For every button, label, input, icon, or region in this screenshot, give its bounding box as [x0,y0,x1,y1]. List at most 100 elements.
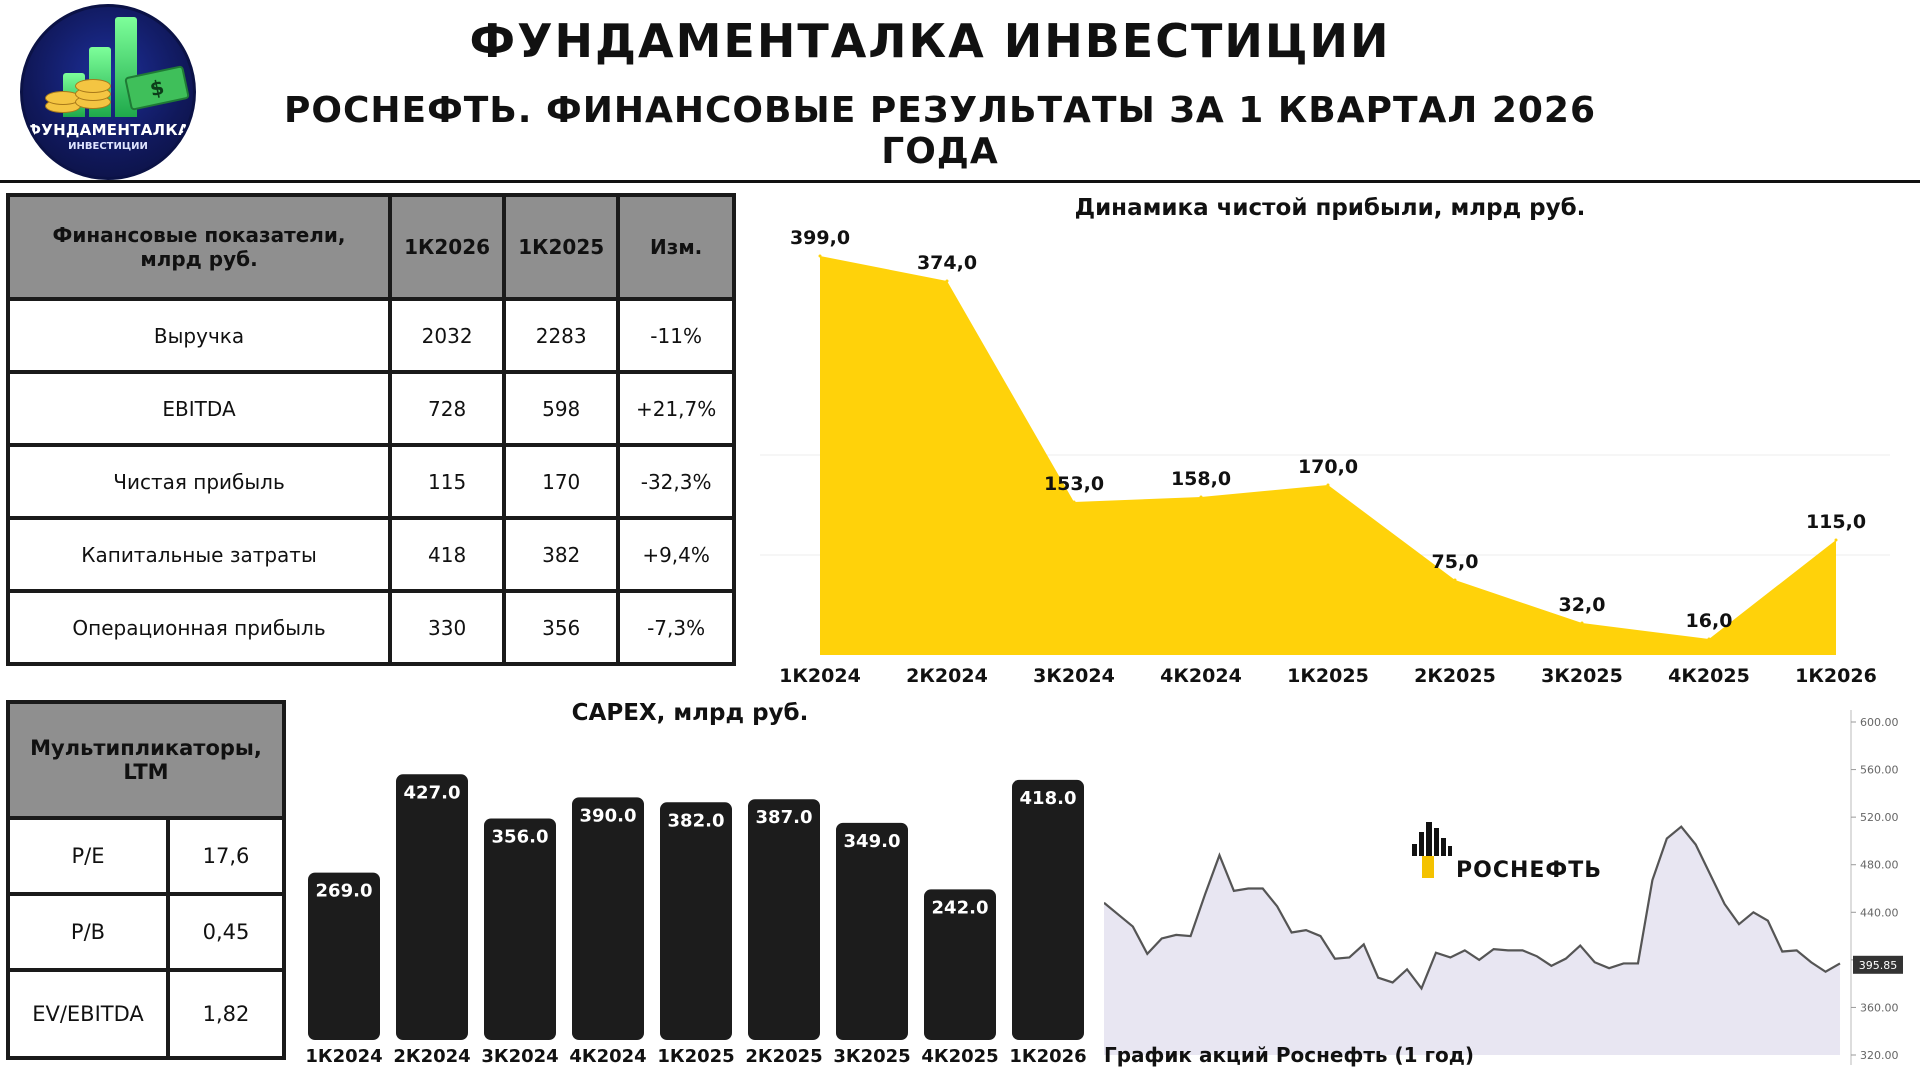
net-profit-point [1453,578,1457,582]
net-profit-chart-title: Динамика чистой прибыли, млрд руб. [1074,195,1586,221]
metric-value-1k2026: 418 [388,516,507,593]
net-profit-x-tick: 1К2026 [1795,665,1877,687]
net-profit-data-label: 115,0 [1806,511,1866,533]
channel-logo: $ ФУНДАМЕНТАЛКА ИНВЕСТИЦИИ [20,4,196,180]
financials-header-change: Изм. [616,193,736,301]
net-profit-x-tick: 4К2024 [1160,665,1242,687]
net-profit-data-label: 170,0 [1298,456,1358,478]
net-profit-data-label: 153,0 [1044,473,1104,495]
capex-bar [1012,779,1084,1040]
table-row: Чистая прибыль 115 170 -32,3% [5,443,736,520]
metric-change: -11% [616,297,736,374]
metric-value-1k2026: 2032 [388,297,507,374]
financials-header-1k2025: 1К2025 [502,193,621,301]
metric-change: -7,3% [616,589,736,666]
capex-x-tick: 4К2024 [569,1046,646,1067]
metric-value-1k2026: 728 [388,370,507,447]
metric-value-1k2025: 356 [502,589,621,666]
capex-data-label: 390.0 [580,805,637,826]
table-row: EBITDA 728 598 +21,7% [5,370,736,447]
stock-y-tick-label: 440.00 [1860,906,1899,919]
multiplier-value: 17,6 [166,816,286,896]
capex-data-label: 427.0 [404,782,461,803]
net-profit-x-tick: 2К2024 [906,665,988,687]
capex-bar [572,797,644,1040]
metric-value-1k2026: 115 [388,443,507,520]
header-divider [0,180,1920,183]
capex-bar [396,774,468,1040]
net-profit-x-tick: 1К2024 [779,665,861,687]
rosneft-logo-text: РОСНЕФТЬ [1456,858,1603,883]
stock-chart-caption: График акций Роснефть (1 год) [1104,1043,1475,1067]
capex-chart-title: CAPEX, млрд руб. [571,700,809,726]
capex-x-tick: 3К2024 [481,1046,558,1067]
table-row: Операционная прибыль 330 356 -7,3% [5,589,736,666]
net-profit-point [1072,500,1076,504]
multiplier-name: EV/EBITDA [6,968,170,1060]
stock-price-line [1104,825,1841,991]
capex-x-tick: 3К2025 [833,1046,910,1067]
metric-change: +21,7% [616,370,736,447]
capex-bar [660,802,732,1040]
multiplier-value: 0,45 [166,892,286,972]
net-profit-point [1199,495,1203,499]
multiplier-name: P/B [6,892,170,972]
logo-subtitle: ИНВЕСТИЦИИ [68,141,148,152]
multipliers-table: Мультипликаторы, LTM P/E 17,6 P/B 0,45 E… [6,700,286,1060]
page-subtitle: РОСНЕФТЬ. ФИНАНСОВЫЕ РЕЗУЛЬТАТЫ ЗА 1 КВА… [283,90,1597,172]
financials-table: Финансовые показатели, млрд руб. 1К2026 … [5,193,736,666]
net-profit-area-chart: 399,0 1К2024 374,0 2К2024 153,0 3К2024 158,0 4К… [760,227,1890,687]
metric-change: -32,3% [616,443,736,520]
capex-bar [308,872,380,1040]
metric-name: EBITDA [5,370,393,447]
net-profit-area [820,256,1836,655]
stock-price-area [1104,826,1840,1055]
table-row: P/B 0,45 [6,892,286,972]
logo-name: ФУНДАМЕНТАЛКА [26,121,190,139]
capex-data-label: 356.0 [492,826,549,847]
stock-y-tick-label: 560.00 [1860,764,1899,777]
capex-bar [924,889,996,1040]
metric-value-1k2025: 382 [502,516,621,593]
financials-header-metric: Финансовые показатели, млрд руб. [5,193,393,301]
capex-bar [484,818,556,1040]
net-profit-x-tick: 2К2025 [1414,665,1496,687]
net-profit-data-label: 32,0 [1559,594,1606,616]
capex-data-label: 269.0 [316,881,373,902]
metric-value-1k2026: 330 [388,589,507,666]
net-profit-data-label: 16,0 [1686,610,1733,632]
capex-data-label: 387.0 [756,807,813,828]
multiplier-value: 1,82 [166,968,286,1060]
table-row: EV/EBITDA 1,82 [6,968,286,1060]
metric-value-1k2025: 598 [502,370,621,447]
financials-header-1k2026: 1К2026 [388,193,507,301]
capex-x-tick: 4К2025 [921,1046,998,1067]
capex-x-tick: 2К2025 [745,1046,822,1067]
stock-y-tick-label: 520.00 [1860,811,1899,824]
net-profit-x-tick: 4К2025 [1668,665,1750,687]
net-profit-point [1326,483,1330,487]
net-profit-x-tick: 3К2025 [1541,665,1623,687]
capex-x-tick: 1К2026 [1009,1046,1086,1067]
net-profit-data-label: 399,0 [790,227,850,249]
metric-value-1k2025: 170 [502,443,621,520]
net-profit-point [1580,621,1584,625]
stock-last-price-label: 395.85 [1859,959,1898,972]
multipliers-header: Мультипликаторы, LTM [6,700,286,820]
capex-x-tick: 1К2025 [657,1046,734,1067]
capex-x-tick: 1К2024 [305,1046,382,1067]
stock-last-price-badge [1853,955,1903,974]
rosneft-logo-icon [1412,822,1452,878]
capex-bar [836,822,908,1040]
page-title: ФУНДАМЕНТАЛКА ИНВЕСТИЦИИ [469,14,1391,68]
stock-y-tick-label: 600.00 [1860,716,1899,729]
table-row: Капитальные затраты 418 382 +9,4% [5,516,736,593]
metric-name: Операционная прибыль [5,589,393,666]
metric-name: Чистая прибыль [5,443,393,520]
metric-name: Выручка [5,297,393,374]
capex-data-label: 418.0 [1020,788,1077,809]
net-profit-data-label: 158,0 [1171,468,1231,490]
net-profit-point [818,254,822,258]
logo-coin [75,79,111,93]
metric-name: Капитальные затраты [5,516,393,593]
